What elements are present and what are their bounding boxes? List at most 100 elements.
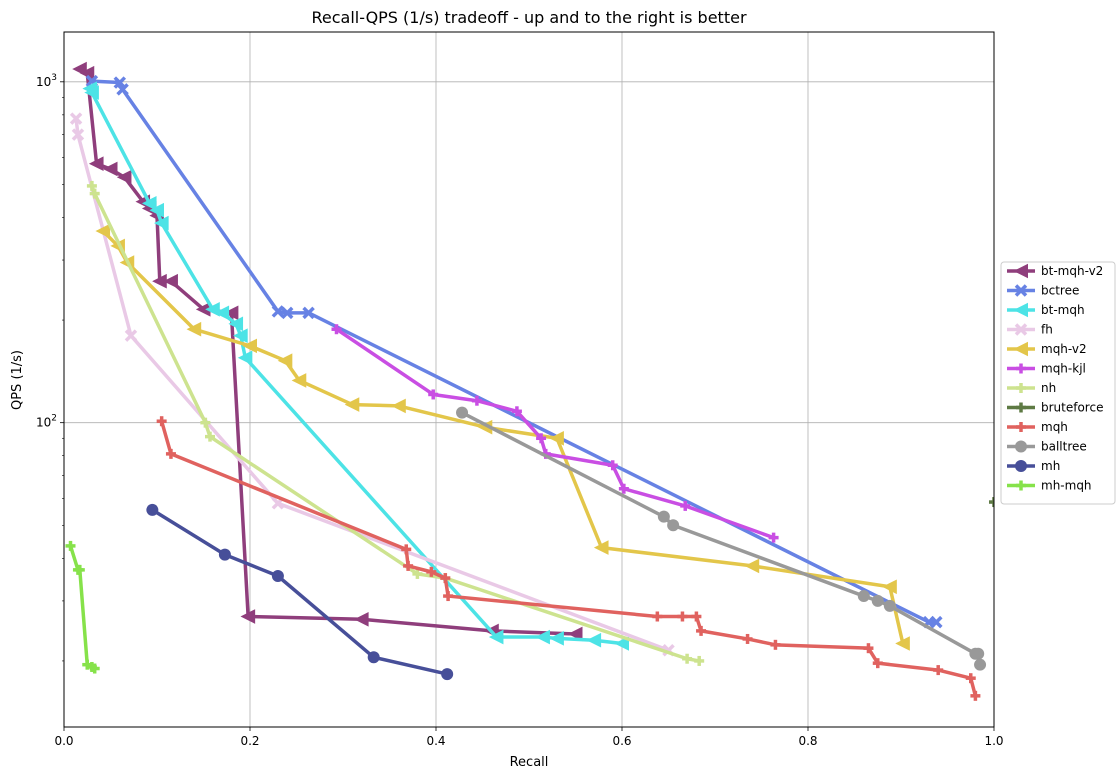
data-point [124,329,138,342]
legend-swatch-marker [1015,460,1027,472]
data-point [652,611,663,622]
legend-swatch-marker [1013,341,1028,357]
data-point [403,560,414,571]
series-bruteforce [989,497,994,508]
legend-label: mh [1041,459,1060,473]
data-point [353,611,369,627]
data-point [113,76,127,89]
legend-swatch-marker [1013,263,1028,279]
data-point [163,273,178,289]
data-point [228,316,244,332]
data-point [456,406,469,419]
data-point [89,663,100,674]
legend-swatch-marker [1016,383,1026,393]
x-tick-label: 0.2 [240,734,259,748]
series-bt-mqh-v2 [72,61,583,642]
data-point [488,629,504,645]
data-point [302,306,315,320]
data-point [141,196,157,211]
data-point [989,497,994,508]
data-point [883,599,896,612]
series-line [74,116,671,652]
legend-label: balltree [1041,440,1087,454]
data-point [593,540,609,555]
data-point [768,532,779,543]
legend-frame [1000,261,1116,505]
data-point [744,558,760,574]
data-point [146,503,159,516]
y-axis: 102 103 [36,73,64,662]
legend: bt-mqh-v2 bctree bt-mqh fh mqh-v2 mqh-kjl nh br… [1000,261,1116,505]
legend-swatch-marker [1016,363,1026,374]
grid [63,32,995,727]
data-point [742,633,753,644]
legend-label: bruteforce [1041,401,1103,415]
data-point [391,398,406,414]
legend-item: mqh [1007,420,1068,434]
series-mqh-v2 [95,223,910,651]
legend-label: nh [1041,381,1056,395]
legend-label: mqh-kjl [1041,362,1086,376]
legend-item: bruteforce [1007,401,1103,415]
series-fh [69,112,675,657]
legend-swatch-marker [1013,302,1028,318]
data-point [69,112,83,125]
data-point [974,658,987,671]
data-point [240,609,256,624]
data-point [74,564,85,575]
data-point [857,590,870,603]
data-point [471,395,482,406]
data-point [871,594,884,607]
data-point [237,350,253,366]
data-point [291,373,307,388]
data-point [511,406,522,417]
data-point [680,500,691,511]
series-mh [146,503,454,681]
data-point [930,615,943,629]
series-bctree [85,74,943,629]
data-point [242,338,257,354]
data-point [102,161,118,177]
legend-item: mh-mqh [1007,479,1092,493]
legend-label: mqh-v2 [1041,342,1087,356]
data-point [972,647,985,660]
data-point [970,690,981,701]
data-point [426,566,437,577]
x-axis: 0.0 0.2 0.4 0.6 0.8 1.0 [54,727,1004,748]
legend-label: bt-mqh-v2 [1041,264,1103,278]
legend-item: bt-mqh-v2 [1007,263,1103,279]
legend-label: bctree [1041,284,1079,298]
data-point [694,655,705,666]
data-point [71,128,85,141]
legend-item: mqh-kjl [1007,362,1086,376]
data-point [88,156,104,172]
data-point [233,328,248,343]
data-point [205,431,216,442]
data-point [440,573,451,584]
data-point [65,540,76,551]
data-point [933,665,944,676]
legend-swatch-marker [1016,480,1026,491]
legend-swatch-marker [1014,284,1028,297]
legend-label: mh-mqh [1041,479,1092,493]
y-axis-label: QPS (1/s) [10,350,25,410]
legend-label: bt-mqh [1041,303,1085,317]
data-point [154,215,169,231]
legend-item: bt-mqh [1007,302,1085,318]
data-point [549,631,564,646]
series-line [101,229,905,646]
legend-item: balltree [1007,440,1087,454]
data-point [882,579,897,595]
data-point [691,611,702,622]
data-point [367,651,380,664]
data-point [271,305,285,318]
legend-item: bctree [1007,284,1079,298]
legend-item: mqh-v2 [1007,341,1087,357]
data-point [535,629,550,645]
legend-item: nh [1007,381,1056,395]
legend-swatch-marker [1016,402,1026,413]
data-point [156,416,167,427]
data-point [607,460,618,471]
series-line [90,184,701,663]
data-point [872,658,883,669]
